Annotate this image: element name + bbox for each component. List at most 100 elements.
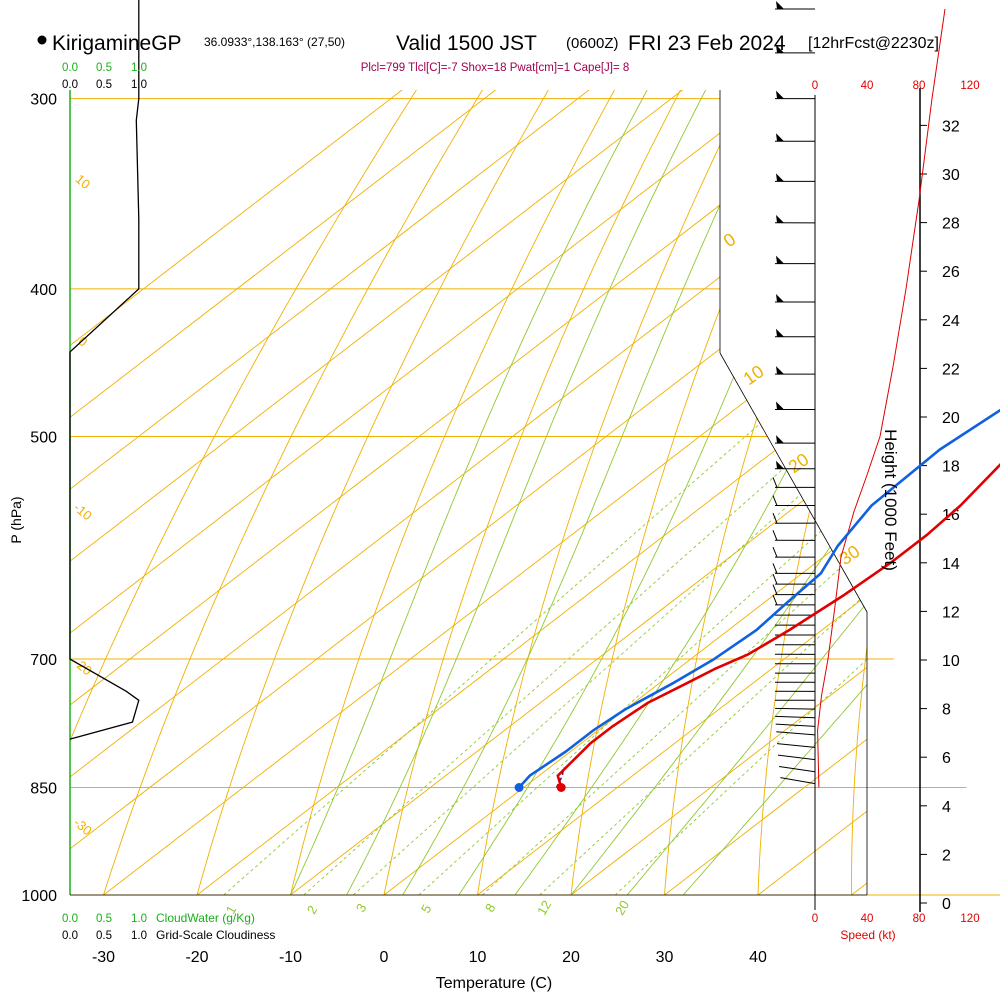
isotherm-line (851, 90, 867, 895)
valid-zulu: (0600Z) (566, 35, 619, 52)
mixing-ratio-label: 12 (534, 898, 554, 918)
height-axis-label: Height (1000 Feet) (881, 429, 900, 571)
height-tick-label: 18 (942, 459, 960, 476)
wind-barb-flag (772, 584, 778, 595)
speed-tick-label: 120 (960, 913, 979, 925)
cloudiness-label: Grid-Scale Cloudiness (156, 928, 275, 942)
cloudiness-profile-line (69, 0, 140, 740)
pressure-tick-label: 1000 (21, 888, 57, 905)
mixing-ratio-line (481, 288, 867, 895)
cloudwater-scale-top: 0.0 0.5 1.0 0.0 0.5 1.0 (62, 62, 147, 91)
moist-adiabat-line (346, 90, 766, 895)
wind-barb-flag (772, 495, 778, 506)
moist-adiabat-line (290, 90, 711, 895)
stability-params: Plcl=799 Tlcl[C]=-7 Shox=18 Pwat[cm]=1 C… (361, 62, 630, 74)
height-tick-label: 14 (942, 556, 960, 573)
grid-lines (70, 90, 867, 895)
cloudiness-tick-label: 0.5 (96, 930, 112, 942)
isotherm-line (383, 90, 867, 895)
x-tick-label: 30 (656, 949, 674, 966)
height-tick-label: 32 (942, 118, 960, 135)
isotherm-line (477, 90, 867, 895)
sounding-profiles (69, 0, 1000, 792)
station-coords: 36.0933°,138.163° (27,50) (204, 35, 345, 49)
speed-tick-label: 40 (861, 913, 874, 925)
moist-adiabat-line (570, 90, 867, 895)
pressure-tick-label: 400 (30, 282, 57, 299)
plot-border (719, 352, 868, 613)
wind-barb-flag (772, 594, 778, 606)
speed-scale-bottom: 0 40 80 120 Speed (kt) (812, 913, 980, 942)
wind-barb-pennant (776, 435, 784, 444)
cloudiness-tick-label: 0.0 (62, 79, 78, 91)
wind-barb-flag (772, 573, 778, 585)
cloudwater-label: CloudWater (g/Kg) (156, 911, 255, 925)
dry-adiabat-label: 10 (73, 171, 94, 192)
wind-barb-pennant (776, 255, 784, 264)
pressure-tick-label: 700 (30, 652, 57, 669)
x-axis-label: Temperature (C) (436, 975, 552, 992)
height-tick-label: 6 (942, 750, 951, 767)
mixing-ratio-label: 3 (353, 901, 370, 915)
mixing-ratio-line (223, 288, 867, 895)
isotherm-line (664, 90, 867, 895)
moist-adiabat-line (402, 90, 831, 895)
x-tick-label: 0 (380, 949, 389, 966)
dry-adiabat-label: 10 (740, 361, 768, 389)
speed-tick-label: 80 (913, 913, 926, 925)
cloudiness-tick-label: 0.5 (96, 79, 112, 91)
wind-barb-pennant (776, 460, 784, 469)
dry-adiabat-label: 20 (785, 449, 813, 477)
moist-adiabat-line (682, 90, 867, 895)
y-axis-label: P (hPa) (8, 496, 24, 543)
wind-barb-pennant (776, 90, 784, 99)
dry-adiabat-line (377, 90, 757, 895)
cloudwater-tick-label: 1.0 (131, 913, 147, 925)
dry-adiabat-line (282, 90, 695, 895)
wind-barb-pennant (776, 133, 784, 142)
height-tick-label: 26 (942, 264, 960, 281)
wind-barb-flag (772, 512, 778, 524)
height-tick-label: 8 (942, 702, 951, 719)
cloudiness-tick-label: 1.0 (131, 79, 147, 91)
pressure-tick-label: 500 (30, 429, 57, 446)
isotherm-line (290, 90, 867, 895)
wind-barb-staff (775, 715, 816, 719)
dry-adiabat-line (851, 90, 867, 895)
x-tick-label: -10 (279, 949, 302, 966)
wind-barb-staff (780, 777, 816, 785)
station-name: KirigamineGP (52, 32, 182, 55)
temperature-surface-point (556, 783, 566, 792)
speed-tick-label: 0 (812, 913, 818, 925)
wind-barb-staff (775, 707, 816, 710)
wind-barb-pennant (776, 328, 784, 337)
wind-barb-flag (772, 477, 778, 488)
x-tick-label: -20 (185, 949, 208, 966)
background-grid (69, 88, 1000, 912)
wind-barb-staff (777, 743, 816, 748)
cloudwater-tick-label: 0.0 (62, 62, 78, 74)
mixing-ratio-line (352, 288, 867, 895)
mixing-ratio-line (539, 288, 867, 895)
isotherm-line (70, 90, 642, 895)
cloudiness-tick-label: 1.0 (131, 930, 147, 942)
height-tick-label: 30 (942, 167, 960, 184)
wind-barb-staff (775, 723, 816, 727)
height-tick-label: 24 (942, 313, 960, 330)
height-tick-label: 4 (942, 799, 951, 816)
wind-barb-flag (772, 530, 778, 541)
wind-barb-staff (779, 766, 816, 773)
height-tick-label: 12 (942, 604, 960, 621)
mixing-ratio-line (418, 288, 867, 895)
wind-speed-line (817, 8, 946, 788)
mixing-ratio-label: 5 (418, 902, 435, 916)
cloudiness-tick-label: 0.0 (62, 930, 78, 942)
cloudwater-tick-label: 0.5 (96, 62, 112, 74)
isotherm-line (570, 90, 867, 895)
height-tick-label: 22 (942, 361, 960, 378)
pressure-tick-label: 300 (30, 92, 57, 109)
wind-barb-pennant (776, 214, 784, 223)
isotherm-line (70, 90, 867, 895)
height-tick-label: 10 (942, 653, 960, 670)
temperature-profile-line (556, 463, 1000, 788)
